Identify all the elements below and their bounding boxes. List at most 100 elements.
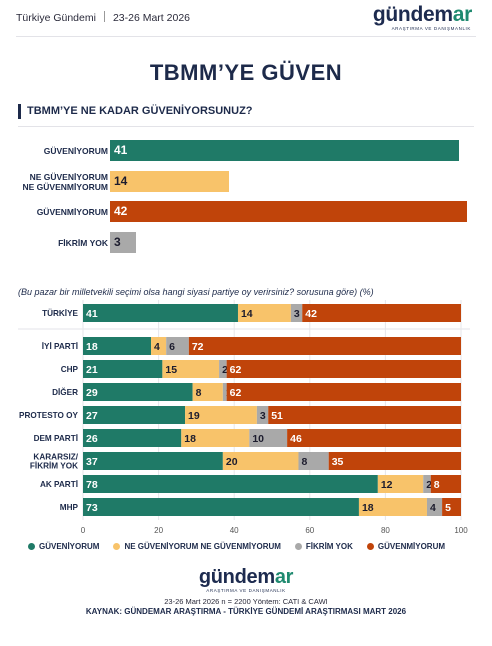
x-tick-label: 40 [230,526,239,535]
category-label: AK PARTİ [40,479,78,489]
stack-segment [83,304,238,322]
stack-segment [426,498,443,516]
segment-value-label: 42 [305,308,317,320]
stack-segment [219,360,227,378]
report-date: 23-26 Mart 2026 [112,12,191,24]
segment-value-label: 62 [230,364,242,376]
segment-value-label: 6 [169,341,175,353]
logo-tagline: ARAŞTIRMA VE DANIŞMANLIK [391,26,471,31]
stack-segment [430,475,461,493]
segment-value-label: 15 [165,364,177,376]
top-bar-value: 42 [114,204,128,218]
stack-segment [185,406,257,424]
top-bar [110,201,467,222]
stack-segment [287,429,461,447]
category-label: KARARSIZ/ [33,453,78,462]
legend-label: FİKRİM YOK [305,542,353,551]
report-header: Türkiye Gündemi 23-26 Mart 2026 [16,11,190,24]
segment-value-label: 3 [260,410,266,422]
stack-segment [83,498,359,516]
stack-segment [83,429,182,447]
stack-segment [83,337,152,355]
stack-segment [226,383,461,401]
segment-value-label: 8 [434,479,440,491]
stack-segment [83,383,193,401]
legend-item: GÜVENİYORUM [28,542,99,551]
segment-value-label: 14 [241,308,253,320]
stack-segment [222,383,227,401]
stack-segment [268,406,461,424]
segment-value-label: 46 [290,433,302,445]
segment-value-label: 10 [252,433,264,445]
top-category-label: NE GÜVENİYORUM NE GÜVENMİYORUM [22,171,108,192]
x-tick-label: 60 [305,526,314,535]
segment-value-label: 12 [381,479,393,491]
logo-tagline-footer: ARAŞTIRMA VE DANIŞMANLIK [206,588,286,593]
segment-value-label: 73 [86,502,98,514]
legend-label: NE GÜVENİYORUM NE GÜVENMİYORUM [124,542,281,551]
legend-swatch [366,542,374,550]
segment-value-label: 37 [86,456,98,468]
category-label: DEM PARTİ [34,433,78,443]
source-note: KAYNAK: GÜNDEMAR ARAŞTIRMA - TÜRKİYE GÜN… [85,607,407,616]
stack-segment [83,406,186,424]
stack-segment [83,452,223,470]
category-label: DİĞER [52,386,78,397]
segment-value-label: 18 [184,433,196,445]
top-bar [110,140,459,161]
source-name: Türkiye Gündemi [16,12,96,24]
stack-segment [237,304,291,322]
segment-value-label: 20 [226,456,238,468]
segment-value-label: 19 [188,410,200,422]
stack-segment [249,429,288,447]
stack-segment [226,360,461,378]
stack-segment [192,383,223,401]
top-bar [110,232,136,253]
stack-segment [358,498,427,516]
legend-item: GÜVENMİYORUM [366,542,446,551]
gundemar-logo-footer: gündemar [198,566,294,588]
stack-segment [166,337,189,355]
stack-segment [290,304,303,322]
segment-value-label: 78 [86,479,98,491]
segment-value-label: 51 [271,410,283,422]
x-tick-label: 0 [81,526,86,535]
question-accent-bar [18,104,21,119]
legend-label: GÜVENMİYORUM [377,542,446,551]
stack-segment [83,360,163,378]
segment-value-label: 62 [230,387,242,399]
top-bar-value: 14 [114,174,128,188]
legend-item: FİKRİM YOK [294,542,353,551]
category-label: CHP [61,365,79,374]
category-label: FİKRİM YOK [30,461,78,471]
x-tick-label: 100 [454,526,468,535]
segment-value-label: 4 [430,502,436,514]
stack-segment [442,498,461,516]
segment-value-label: 5 [445,502,451,514]
stack-segment [83,475,378,493]
legend-swatch [28,542,35,550]
stack-segment [298,452,329,470]
legend-item: NE GÜVENİYORUM NE GÜVENMİYORUM [113,542,281,551]
top-bar [110,171,229,192]
segment-value-label: 8 [301,456,307,468]
category-label: TÜRKİYE [42,308,78,318]
methodology-note: 23-26 Mart 2026 n = 2200 Yöntem: CATI & … [164,597,328,606]
segment-value-label: 27 [86,410,98,422]
legend-swatch [113,542,121,550]
segment-value-label: 41 [86,308,98,320]
stack-segment [423,475,431,493]
top-category-label: FİKRİM YOK [58,237,108,248]
legend-swatch [294,542,302,550]
question-rule [18,126,474,127]
page-title: TBMM’YE GÜVEN [149,60,343,85]
x-tick-label: 80 [381,526,390,535]
segment-value-label: 29 [86,387,98,399]
segment-value-label: 18 [362,502,374,514]
top-category-label: GÜVENİYORUM [43,145,108,156]
chart-legend: GÜVENİYORUM NE GÜVENİYORUM NE GÜVENMİYORU… [28,542,459,551]
category-label: İYİ PARTİ [42,341,78,351]
segment-value-label: 2 [222,364,228,376]
legend-label: GÜVENİYORUM [39,542,100,551]
sub-question: (Bu pazar bir milletvekili seçimi olsa h… [18,287,374,297]
